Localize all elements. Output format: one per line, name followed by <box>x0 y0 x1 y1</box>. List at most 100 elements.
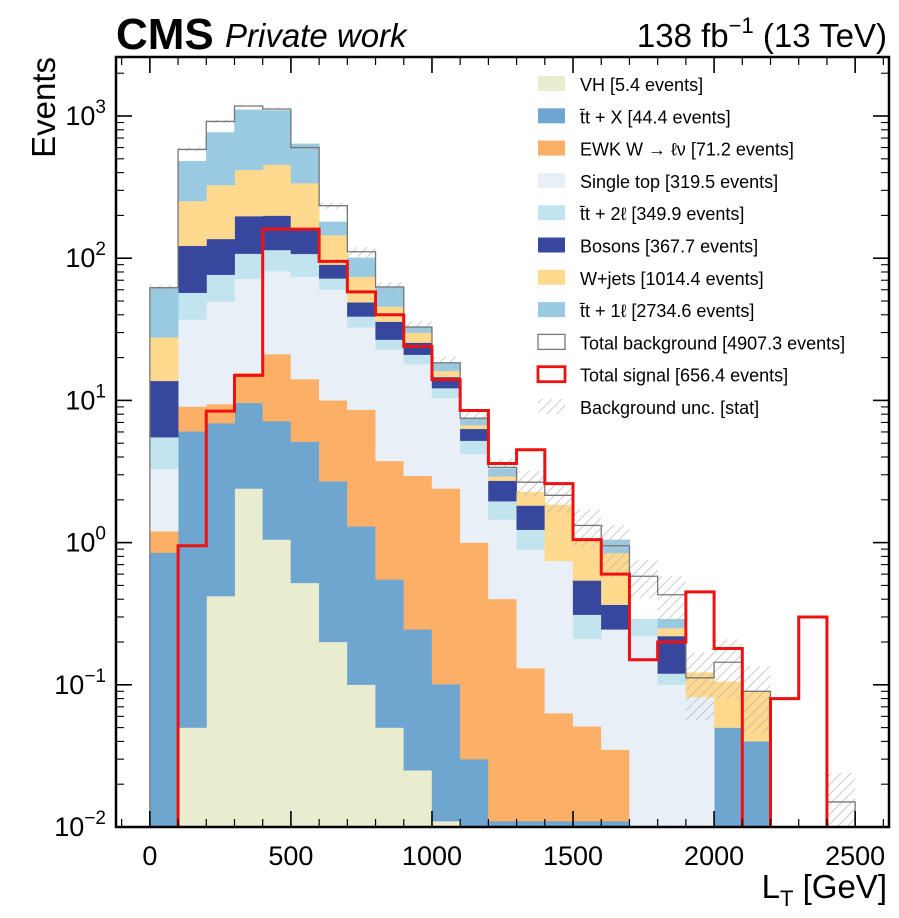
legend-entry: Total signal [656.4 events] <box>536 365 788 386</box>
legend-label: Bosons [367.7 events] <box>580 237 758 257</box>
y-tick-base: 10 <box>65 243 95 273</box>
bar <box>347 302 376 317</box>
unc-bin <box>826 772 856 827</box>
bar <box>149 380 179 438</box>
bar <box>460 428 489 441</box>
total-signal-line <box>176 227 829 827</box>
unc-bin <box>629 560 658 599</box>
unc-bin <box>516 470 545 496</box>
bar <box>516 549 546 669</box>
bar <box>318 481 348 643</box>
unc-bin <box>544 481 574 514</box>
legend-swatch <box>536 365 567 384</box>
bar <box>403 475 433 630</box>
bar <box>544 713 574 822</box>
legend-swatch <box>538 108 565 124</box>
bar <box>290 253 320 277</box>
legend-swatch <box>538 205 565 221</box>
bar <box>177 431 207 728</box>
bar <box>572 614 602 639</box>
legend-entry: Total background [4907.3 events] <box>537 333 845 353</box>
legend-label: VH [5.4 events] <box>580 75 703 95</box>
legend-label: t̄t + 2ℓ [349.9 events] <box>579 204 744 224</box>
bar <box>657 673 687 685</box>
legend-swatch <box>537 333 566 351</box>
bar <box>544 560 574 714</box>
bar <box>460 542 489 760</box>
y-tick-label: 102 <box>65 239 106 273</box>
x-axis-title-unit: [GeV] <box>793 868 887 905</box>
y-tick-base: 10 <box>54 812 84 842</box>
y-tick-exponent: −2 <box>84 808 106 829</box>
bar <box>403 354 433 365</box>
bar <box>544 504 574 562</box>
series-1 <box>149 402 771 827</box>
bar <box>629 635 659 827</box>
y-tick-exponent: 0 <box>95 524 106 545</box>
bar <box>262 164 292 216</box>
bar <box>206 132 235 186</box>
total-lines <box>149 105 856 827</box>
bar <box>318 641 348 827</box>
legend-entry: t̄t + 1ℓ [2734.6 events] <box>538 301 754 321</box>
bar <box>516 505 546 530</box>
plot-frame <box>114 55 891 829</box>
bar <box>234 402 264 489</box>
y-tick-exponent: 2 <box>95 239 106 260</box>
x-tick-label: 500 <box>268 841 313 871</box>
unc-bin <box>601 524 630 578</box>
legend-entry: t̄t + 2ℓ [349.9 events] <box>538 204 744 224</box>
bar <box>403 364 433 477</box>
bar <box>206 422 235 597</box>
legend: VH [5.4 events] t̄t + X [44.4 events] EWK … <box>536 75 845 418</box>
cms-label: CMS <box>116 10 214 59</box>
unc-bin <box>685 652 715 721</box>
y-tick-label: 100 <box>65 524 106 558</box>
bar <box>431 488 461 685</box>
bar <box>375 579 405 728</box>
bar <box>290 441 320 584</box>
bar <box>601 749 630 822</box>
series-3 <box>149 270 715 827</box>
bar <box>206 596 235 827</box>
bar <box>403 342 433 355</box>
bar <box>206 274 235 302</box>
legend-entry: W+jets [1014.4 events] <box>538 269 764 289</box>
x-tick-label: 1000 <box>402 841 462 871</box>
bar <box>149 468 179 532</box>
x-tick-label: 2500 <box>825 841 885 871</box>
luminosity-label: 138 fb−1 (13 TeV) <box>637 13 887 54</box>
bar <box>234 488 264 827</box>
total-background-line <box>149 105 856 827</box>
bar <box>347 316 376 328</box>
bar <box>516 667 546 822</box>
bar <box>262 420 292 540</box>
bar <box>290 230 320 255</box>
unc-bin <box>488 458 517 478</box>
bar <box>262 110 292 165</box>
bar <box>177 319 207 407</box>
lumi-value: 138 fb <box>637 17 729 54</box>
bar <box>234 372 264 404</box>
y-tick-exponent: 3 <box>95 97 106 118</box>
x-tick-label: 0 <box>142 841 157 871</box>
legend-swatch <box>538 237 565 253</box>
x-tick-label: 2000 <box>684 841 744 871</box>
legend-entry: Bosons [367.7 events] <box>538 237 758 257</box>
bar <box>460 440 489 455</box>
bar <box>601 629 630 750</box>
bar <box>431 370 461 378</box>
bar <box>318 235 348 265</box>
y-tick-label: 10−1 <box>54 666 106 700</box>
legend-label: Total signal [656.4 events] <box>580 366 788 386</box>
bar <box>290 183 320 231</box>
legend-swatch <box>538 140 565 156</box>
bar <box>318 221 348 236</box>
bar <box>460 453 489 543</box>
bar <box>262 249 292 272</box>
bar <box>206 184 235 240</box>
legend-label: EWK W → ℓν [71.2 events] <box>580 140 794 160</box>
bar <box>290 143 320 184</box>
